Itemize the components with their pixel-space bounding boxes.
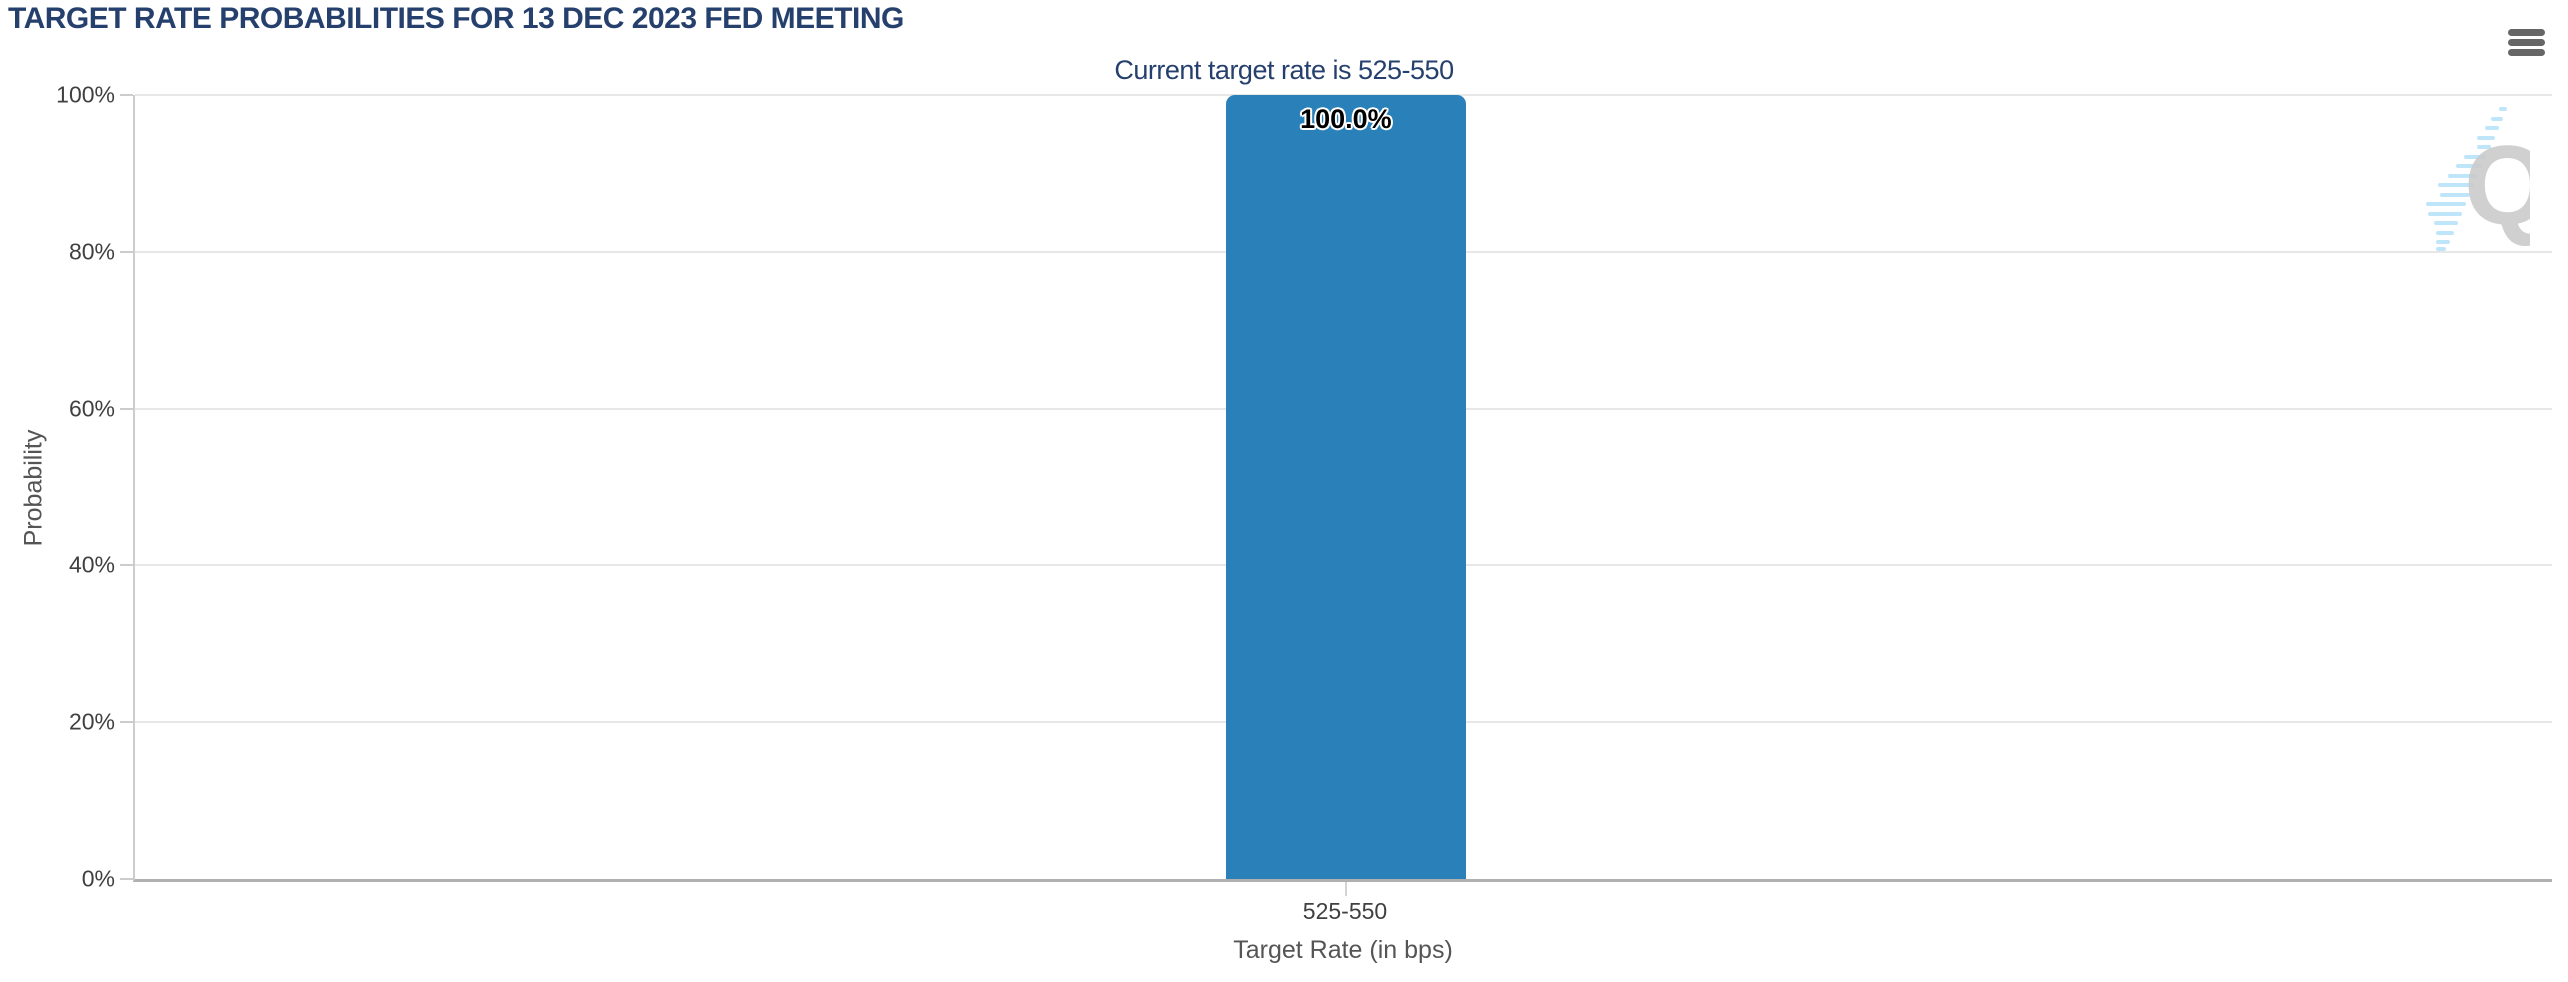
quikstrike-watermark-icon: Q xyxy=(2426,107,2530,251)
hamburger-icon xyxy=(2507,28,2545,56)
y-axis-title: Probability xyxy=(19,429,48,547)
y-axis-tick xyxy=(120,407,133,410)
y-axis-tick-label: 60% xyxy=(68,395,115,422)
bar-value-label: 100.0% xyxy=(1300,104,1392,134)
x-axis-tick xyxy=(1344,882,1347,896)
x-axis-category-label: 525-550 xyxy=(1302,898,1388,924)
y-axis-tick-label: 40% xyxy=(68,551,115,578)
svg-text:Q: Q xyxy=(2464,123,2530,248)
y-axis-tick-label: 100% xyxy=(56,81,115,108)
chart-context-menu-button[interactable] xyxy=(2502,20,2550,64)
y-axis-tick xyxy=(120,564,133,567)
y-axis-tick xyxy=(120,878,133,880)
chart-title: TARGET RATE PROBABILITIES FOR 13 DEC 202… xyxy=(8,2,904,35)
y-axis-tick-label: 0% xyxy=(81,865,115,892)
y-axis-tick-label: 80% xyxy=(68,238,115,265)
probability-bar[interactable]: 100.0% xyxy=(1225,95,1466,879)
y-axis-tick xyxy=(120,94,133,96)
chart-subtitle: Current target rate is 525-550 xyxy=(1114,55,1454,85)
x-axis-title: Target Rate (in bps) xyxy=(1233,936,1453,964)
y-axis-tick xyxy=(120,250,133,253)
y-axis-tick xyxy=(120,721,133,724)
plot-area: 100% 80% 60% 40% 20% 0% xyxy=(56,83,2552,896)
y-axis-tick-label: 20% xyxy=(68,708,115,735)
